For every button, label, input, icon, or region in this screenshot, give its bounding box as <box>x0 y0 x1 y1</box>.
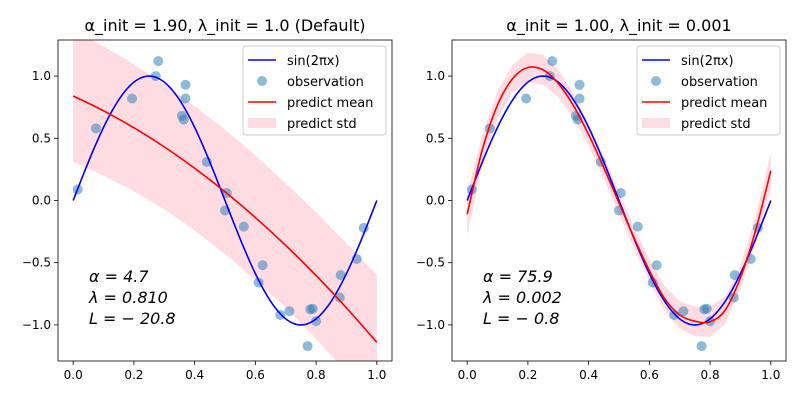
fit-annotation: λ = 0.002 <box>482 288 562 307</box>
observation-point <box>257 260 268 271</box>
predict-mean-line <box>72 95 378 343</box>
observation-point <box>651 260 662 271</box>
observation-point <box>701 303 712 314</box>
observation-point <box>729 270 740 281</box>
y-tick-label: −1.0 <box>22 318 51 332</box>
legend-label: predict std <box>681 117 751 132</box>
x-tick-label: 0.0 <box>458 368 477 382</box>
observation-point <box>696 341 707 352</box>
fit-annotation: α = 4.7 <box>89 267 149 286</box>
y-tick-label: 0.0 <box>32 194 51 208</box>
observation-point <box>127 93 138 104</box>
x-tick-label: 0.2 <box>518 368 537 382</box>
legend-observation-swatch <box>257 76 267 86</box>
legend-label: sin(2πx) <box>287 54 340 69</box>
legend-label: observation <box>681 75 758 90</box>
fit-annotation: L = − 20.8 <box>89 309 176 328</box>
observation-point <box>615 188 626 199</box>
y-tick-label: 1.0 <box>32 69 51 83</box>
observation-point <box>153 56 164 67</box>
chart-title: α_init = 1.90, λ_init = 1.0 (Default) <box>84 16 365 36</box>
y-tick-label: 0.5 <box>32 131 51 145</box>
observation-point <box>521 93 532 104</box>
x-tick-label: 0.2 <box>124 368 143 382</box>
y-tick-label: 0.5 <box>426 131 445 145</box>
y-tick-label: 0.0 <box>426 194 445 208</box>
observation-point <box>334 292 345 303</box>
legend-std-swatch <box>642 118 670 128</box>
observation-point <box>180 93 191 104</box>
observation-point <box>307 303 318 314</box>
x-tick-label: 0.4 <box>579 368 598 382</box>
observation-point <box>335 270 346 281</box>
observation-point <box>574 79 585 90</box>
x-tick-label: 0.4 <box>185 368 204 382</box>
predict-mean-line <box>466 66 772 324</box>
x-tick-label: 0.8 <box>307 368 326 382</box>
legend-box <box>636 45 781 136</box>
x-tick-label: 0.0 <box>64 368 83 382</box>
chart-title: α_init = 1.00, λ_init = 0.001 <box>506 16 731 36</box>
legend-label: predict mean <box>681 96 767 111</box>
legend: sin(2πx) observation predict mean predict s… <box>242 45 387 136</box>
truth-line <box>72 75 378 326</box>
legend: sin(2πx) observation predict mean predict s… <box>636 45 781 136</box>
fit-annotation: λ = 0.810 <box>88 288 168 307</box>
legend-label: observation <box>287 75 364 90</box>
observation-point <box>678 306 689 317</box>
y-tick-label: −0.5 <box>22 256 51 270</box>
observation-point <box>284 306 295 317</box>
y-tick-label: −0.5 <box>416 256 445 270</box>
observation-point <box>669 309 680 320</box>
observation-point <box>238 221 249 232</box>
plot-area <box>466 52 772 352</box>
observation-point <box>302 341 313 352</box>
legend-label: sin(2πx) <box>681 54 734 69</box>
y-tick-label: 1.0 <box>426 69 445 83</box>
legend-label: predict mean <box>287 96 373 111</box>
x-tick-label: 0.6 <box>246 368 265 382</box>
observation-point <box>632 221 643 232</box>
right-subplot: 0.0 0.2 0.4 0.6 0.8 1.0 −1.0 −0.5 0.0 0.5 1.0 α_ini… <box>416 16 787 382</box>
observation-point <box>180 79 191 90</box>
observation-point <box>547 56 558 67</box>
legend-label: predict std <box>287 117 357 132</box>
x-tick-label: 0.8 <box>701 368 720 382</box>
plot-area <box>72 40 378 361</box>
observation-point <box>574 93 585 104</box>
x-tick-label: 1.0 <box>761 368 780 382</box>
x-tick-label: 0.6 <box>640 368 659 382</box>
observation-point <box>90 123 101 134</box>
fit-annotation: α = 75.9 <box>483 267 553 286</box>
observation-point <box>275 309 286 320</box>
legend-std-swatch <box>248 118 276 128</box>
y-tick-label: −1.0 <box>416 318 445 332</box>
truth-line <box>466 75 772 326</box>
observation-point <box>311 316 322 327</box>
left-subplot: 0.0 0.2 0.4 0.6 0.8 1.0 −1.0 −0.5 0.0 0.5 1.0 α_ini… <box>22 16 393 382</box>
fit-annotation: L = − 0.8 <box>483 309 559 328</box>
legend-box <box>242 45 387 136</box>
x-tick-label: 1.0 <box>367 368 386 382</box>
legend-observation-swatch <box>651 76 661 86</box>
observation-point <box>178 114 189 125</box>
